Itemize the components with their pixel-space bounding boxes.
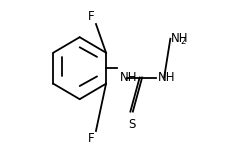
Text: NH: NH: [119, 71, 137, 84]
Text: NH: NH: [157, 71, 175, 84]
Text: F: F: [87, 132, 94, 145]
Text: NH: NH: [170, 32, 188, 45]
Text: S: S: [128, 118, 135, 131]
Text: 2: 2: [179, 37, 184, 46]
Text: F: F: [87, 10, 94, 23]
